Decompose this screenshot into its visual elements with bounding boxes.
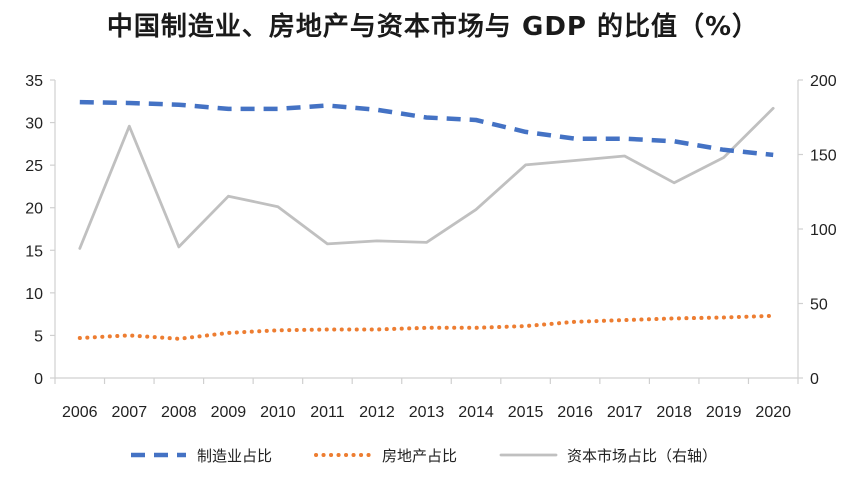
left-tick-label: 15 (25, 243, 43, 260)
series-line-dashed (79, 99, 774, 158)
x-tick-label: 2017 (607, 404, 643, 421)
left-tick-label: 5 (34, 328, 43, 345)
x-tick-label: 2008 (161, 404, 197, 421)
x-tick-label: 2009 (211, 404, 247, 421)
chart-title: 中国制造业、房地产与资本市场与 GDP 的比值（%） (106, 12, 760, 42)
x-tick-label: 2020 (755, 404, 791, 421)
x-tick-label: 2012 (359, 404, 395, 421)
left-tick-label: 20 (25, 201, 43, 218)
x-tick-label: 2013 (409, 404, 445, 421)
x-tick-label: 2018 (656, 404, 692, 421)
left-tick-label: 30 (25, 116, 43, 133)
series-line-dotted (77, 313, 776, 341)
x-tick-label: 2015 (508, 404, 544, 421)
left-tick-label: 35 (25, 73, 43, 90)
axes (50, 79, 803, 384)
right-tick-label: 150 (810, 148, 837, 165)
left-tick-label: 0 (34, 371, 43, 388)
x-tick-label: 2006 (62, 404, 98, 421)
left-tick-label: 25 (25, 158, 43, 175)
right-tick-label: 100 (810, 222, 837, 239)
x-tick-label: 2019 (706, 404, 742, 421)
x-tick-label: 2007 (112, 404, 148, 421)
series-lines (77, 99, 776, 341)
x-tick-label: 2016 (557, 404, 593, 421)
x-tick-label: 2011 (310, 404, 345, 421)
legend-label: 制造业占比 (197, 447, 272, 465)
right-tick-label: 50 (810, 297, 828, 314)
x-tick-label: 2014 (458, 404, 494, 421)
right-tick-label: 200 (810, 73, 837, 90)
left-tick-label: 10 (25, 286, 43, 303)
legend-label: 资本市场占比（右轴） (567, 447, 717, 465)
tick-labels: 0 5 10 15 20 25 30 35 0 50 100 150 200 2006 2007 2008 20… (25, 73, 837, 421)
x-tick-label: 2010 (260, 404, 296, 421)
legend-label: 房地产占比 (382, 447, 457, 465)
legend: 制造业占比 房地产占比 资本市场占比（右轴） (131, 447, 717, 465)
series-line-solid (78, 106, 775, 250)
right-tick-label: 0 (810, 371, 819, 388)
